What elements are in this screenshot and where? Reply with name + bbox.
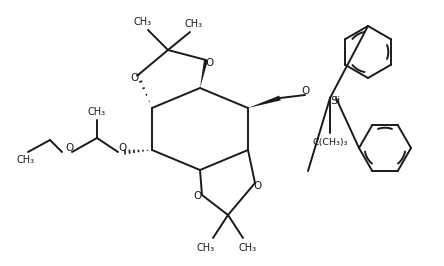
Polygon shape — [248, 95, 281, 108]
Text: O: O — [65, 143, 73, 153]
Text: O: O — [130, 73, 138, 83]
Text: CH₃: CH₃ — [134, 17, 152, 27]
Text: Si: Si — [330, 96, 340, 106]
Text: O: O — [254, 181, 262, 191]
Text: CH₃: CH₃ — [17, 155, 35, 165]
Text: O: O — [301, 86, 309, 96]
Text: CH₃: CH₃ — [88, 107, 106, 117]
Text: CH₃: CH₃ — [185, 19, 203, 29]
Text: O: O — [118, 143, 126, 153]
Polygon shape — [200, 60, 208, 88]
Text: CH₃: CH₃ — [197, 243, 215, 253]
Text: C(CH₃)₃: C(CH₃)₃ — [312, 139, 348, 148]
Text: O: O — [193, 191, 201, 201]
Text: O: O — [205, 58, 213, 68]
Text: CH₃: CH₃ — [239, 243, 257, 253]
